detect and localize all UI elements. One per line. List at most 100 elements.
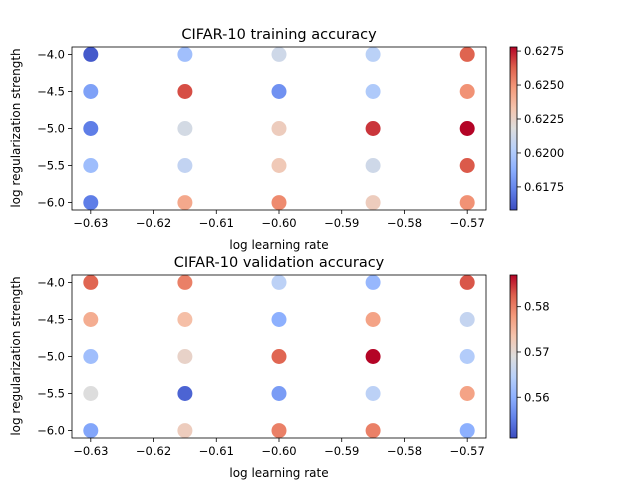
scatter-point: [177, 423, 193, 439]
colorbar-tick-label: 0.6250: [524, 78, 564, 92]
scatter-point: [271, 349, 287, 364]
scatter-point: [365, 121, 381, 136]
y-tick-label: −5.5: [37, 387, 65, 401]
y-axis-ticks: −6.0 −5.5 −5.0 −4.5 −4.0: [37, 47, 72, 210]
x-tick-label: −0.58: [387, 216, 422, 230]
scatter-point: [83, 84, 99, 99]
scatter-point: [365, 312, 381, 327]
colorbar-tick-label: 0.58: [524, 300, 550, 314]
scatter-point: [83, 386, 99, 401]
x-tick-label: −0.57: [450, 444, 485, 458]
scatter-point: [177, 349, 193, 364]
y-tick-label: −4.0: [37, 275, 65, 289]
y-tick-label: −5.0: [37, 122, 65, 136]
scatter-point: [271, 195, 287, 211]
y-axis-label: log regularization strength: [9, 276, 23, 435]
colorbar: [509, 274, 518, 439]
scatter-point: [459, 121, 475, 136]
x-tick-label: −0.63: [73, 216, 108, 230]
colorbar-tick-label: 0.6200: [524, 146, 564, 160]
scatter-point: [177, 386, 193, 401]
x-tick-label: −0.59: [324, 444, 359, 458]
training-accuracy-panel: CIFAR-10 training accuracy −0.63 −0.62 −0.…: [9, 27, 564, 252]
y-axis-label: log regularization strength: [9, 48, 23, 207]
x-axis-ticks: −0.63 −0.62 −0.61 −0.60 −0.59 −0.58 −0.57: [73, 438, 485, 458]
scatter-points: [83, 274, 475, 439]
x-axis-label: log learning rate: [229, 466, 328, 480]
validation-accuracy-panel: CIFAR-10 validation accuracy −0.63 −0.62−…: [9, 255, 550, 480]
colorbar-ticks: 0.6175 0.6200 0.6225 0.6250 0.6275: [517, 44, 564, 194]
chart-title: CIFAR-10 validation accuracy: [174, 255, 385, 271]
scatter-point: [83, 423, 99, 439]
x-tick-label: −0.59: [324, 216, 359, 230]
x-tick-label: −0.61: [199, 216, 234, 230]
y-tick-label: −4.5: [37, 312, 65, 326]
colorbar-tick-label: 0.6225: [524, 112, 564, 126]
scatter-point: [459, 46, 475, 62]
scatter-point: [177, 121, 193, 136]
x-tick-label: −0.60: [261, 444, 296, 458]
scatter-point: [459, 195, 475, 211]
chart-title: CIFAR-10 training accuracy: [181, 27, 377, 43]
y-tick-label: −6.0: [37, 196, 65, 210]
scatter-point: [83, 121, 99, 136]
scatter-point: [83, 274, 99, 290]
x-axis-ticks: −0.63 −0.62 −0.61 −0.60 −0.59 −0.58 −0.57: [73, 210, 485, 230]
x-tick-label: −0.60: [261, 216, 296, 230]
scatter-point: [83, 46, 99, 62]
colorbar-tick-label: 0.6275: [524, 44, 564, 58]
scatter-point: [177, 84, 193, 99]
scatter-point: [271, 386, 287, 401]
scatter-point: [459, 274, 475, 290]
scatter-point: [83, 158, 99, 173]
scatter-point: [365, 274, 381, 290]
y-axis-ticks: −6.0 −5.5 −5.0 −4.5 −4.0: [37, 275, 72, 438]
x-tick-label: −0.58: [387, 444, 422, 458]
scatter-point: [365, 158, 381, 173]
scatter-point: [459, 349, 475, 364]
scatter-point: [459, 312, 475, 327]
scatter-point: [365, 84, 381, 99]
scatter-point: [271, 274, 287, 290]
colorbar-ticks: 0.56 0.57 0.58: [517, 300, 550, 404]
colorbar-tick-label: 0.6175: [524, 180, 564, 194]
scatter-point: [271, 46, 287, 62]
scatter-point: [177, 195, 193, 211]
x-tick-label: −0.63: [73, 444, 108, 458]
scatter-point: [365, 46, 381, 62]
scatter-point: [271, 423, 287, 439]
scatter-point: [177, 46, 193, 62]
scatter-point: [177, 274, 193, 290]
colorbar-tick-label: 0.57: [524, 345, 550, 359]
scatter-points: [83, 46, 475, 211]
colorbar-tick-label: 0.56: [524, 390, 550, 404]
scatter-point: [83, 195, 99, 211]
y-tick-label: −5.0: [37, 350, 65, 364]
scatter-point: [271, 158, 287, 173]
x-tick-label: −0.57: [450, 216, 485, 230]
scatter-point: [271, 121, 287, 136]
scatter-point: [177, 312, 193, 327]
scatter-point: [459, 423, 475, 439]
x-tick-label: −0.62: [136, 444, 171, 458]
scatter-point: [83, 349, 99, 364]
x-tick-label: −0.62: [136, 216, 171, 230]
colorbar: [509, 46, 518, 211]
scatter-point: [271, 312, 287, 327]
scatter-point: [459, 158, 475, 173]
scatter-point: [177, 158, 193, 173]
scatter-point: [365, 423, 381, 439]
y-tick-label: −6.0: [37, 424, 65, 438]
scatter-point: [365, 195, 381, 211]
x-axis-label: log learning rate: [229, 238, 328, 252]
scatter-point: [365, 349, 381, 364]
scatter-point: [271, 84, 287, 99]
scatter-point: [459, 84, 475, 99]
y-tick-label: −4.5: [37, 84, 65, 98]
scatter-point: [365, 386, 381, 401]
scatter-point: [83, 312, 99, 327]
y-tick-label: −4.0: [37, 47, 65, 61]
y-tick-label: −5.5: [37, 159, 65, 173]
x-tick-label: −0.61: [199, 444, 234, 458]
